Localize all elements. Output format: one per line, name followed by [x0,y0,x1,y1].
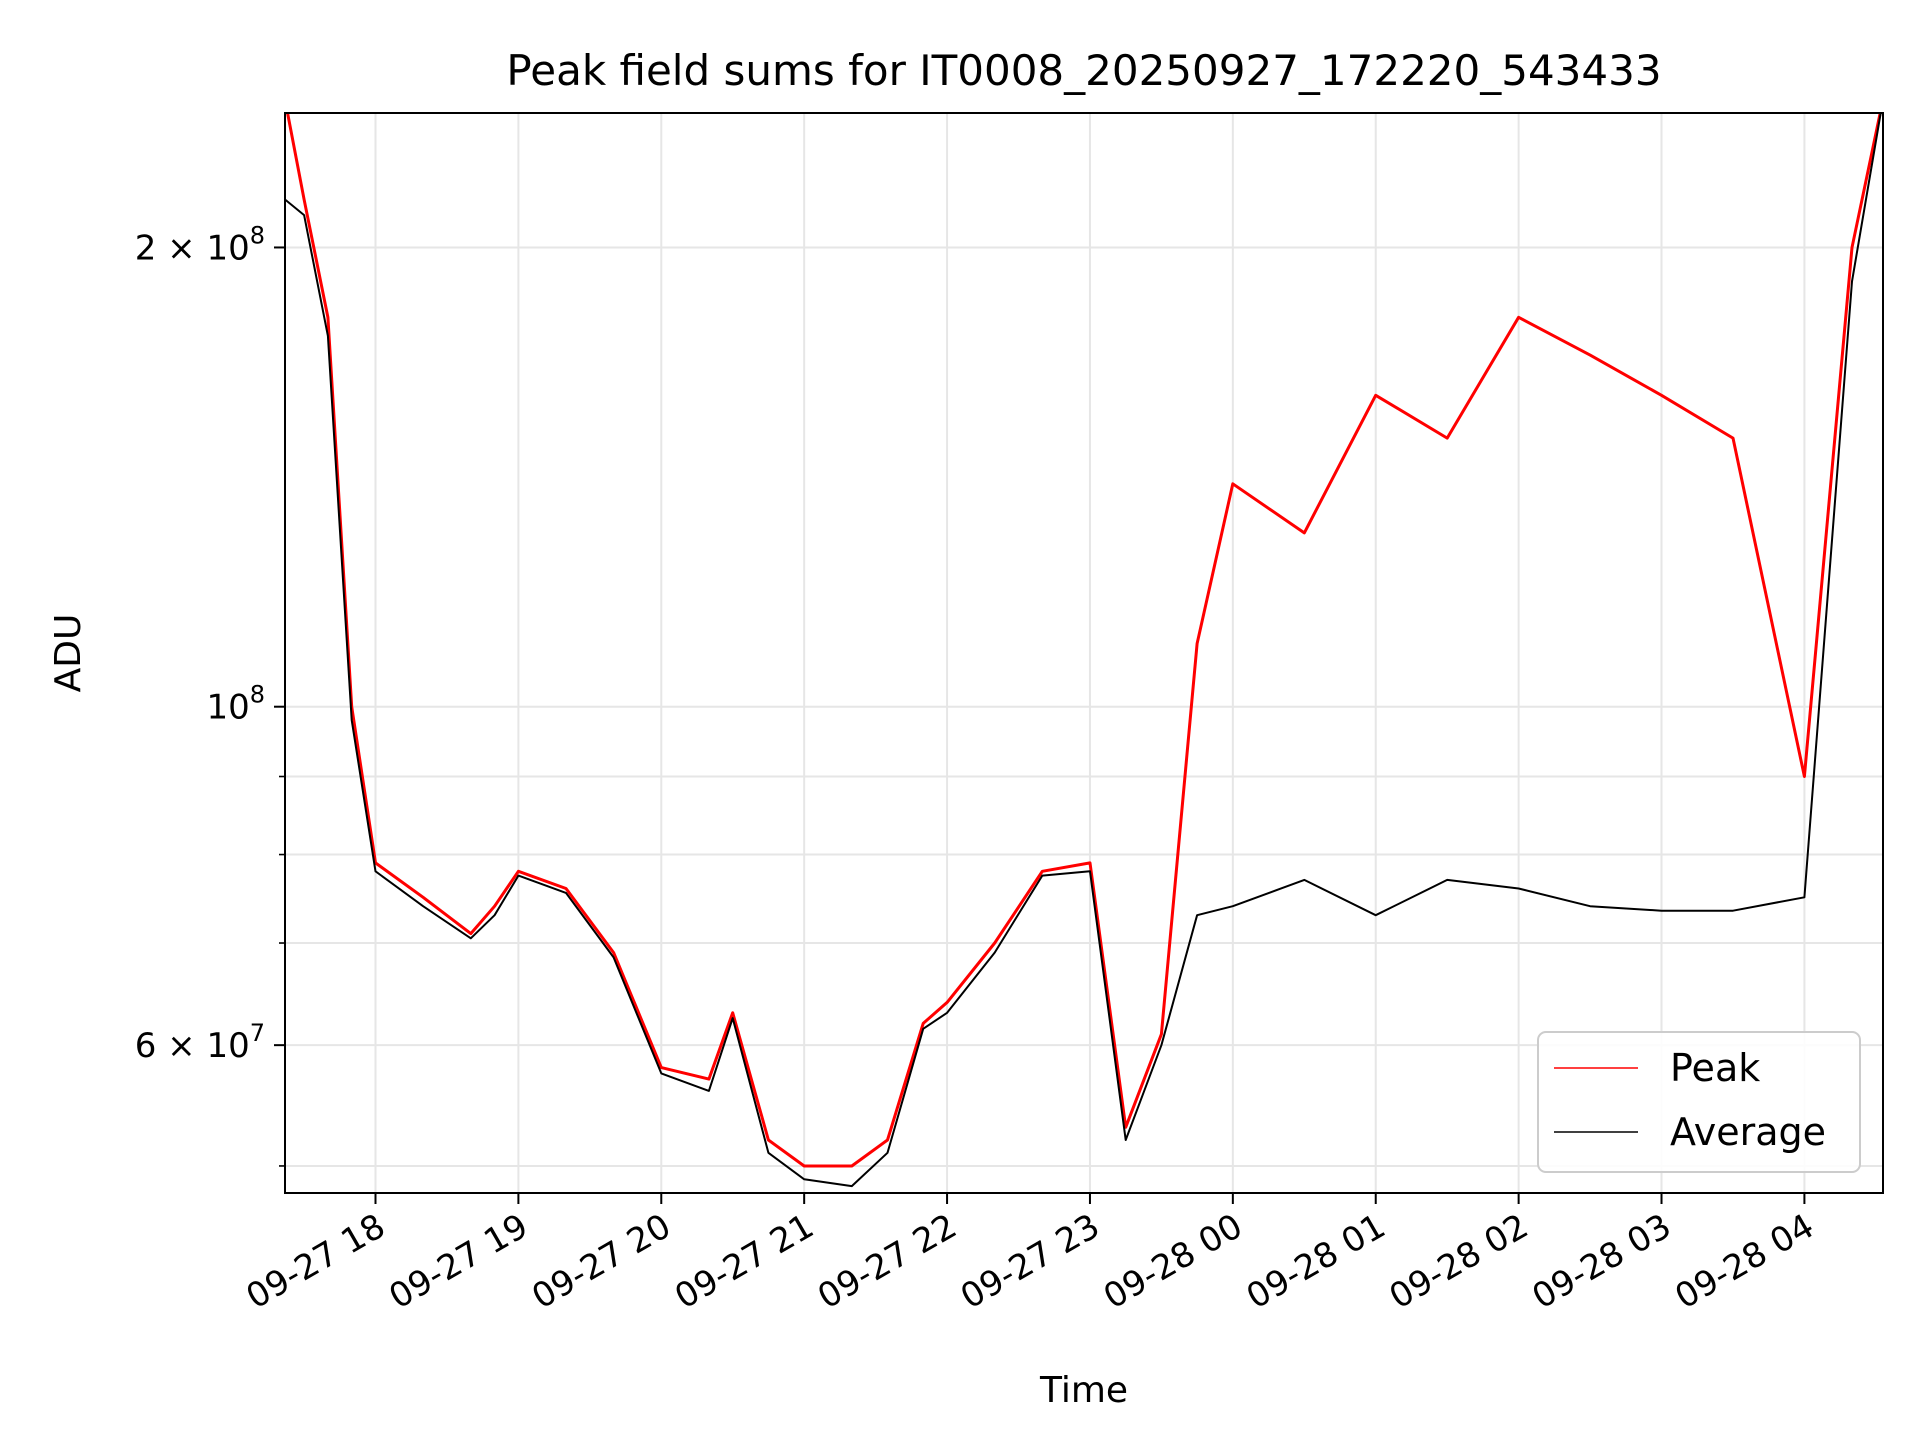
series-line-average [285,113,1882,1188]
plot-frame [284,112,1884,1194]
chart-title: Peak field sums for IT0008_20250927_1722… [506,46,1661,95]
legend-label-average: Average [1670,1110,1826,1154]
legend: Peak Average [1537,1031,1861,1173]
grid [285,113,1883,1193]
series-line-peak [286,113,1882,1168]
legend-label-peak: Peak [1670,1046,1760,1090]
y-tick-label: 6 × 107 [135,1019,265,1066]
series-layer [285,113,1882,1188]
y-tick-label: 2 × 108 [135,221,265,268]
x-axis-label: Time [1039,1370,1128,1411]
legend-box [1537,1031,1861,1173]
y-axis-label: ADU [48,614,89,693]
